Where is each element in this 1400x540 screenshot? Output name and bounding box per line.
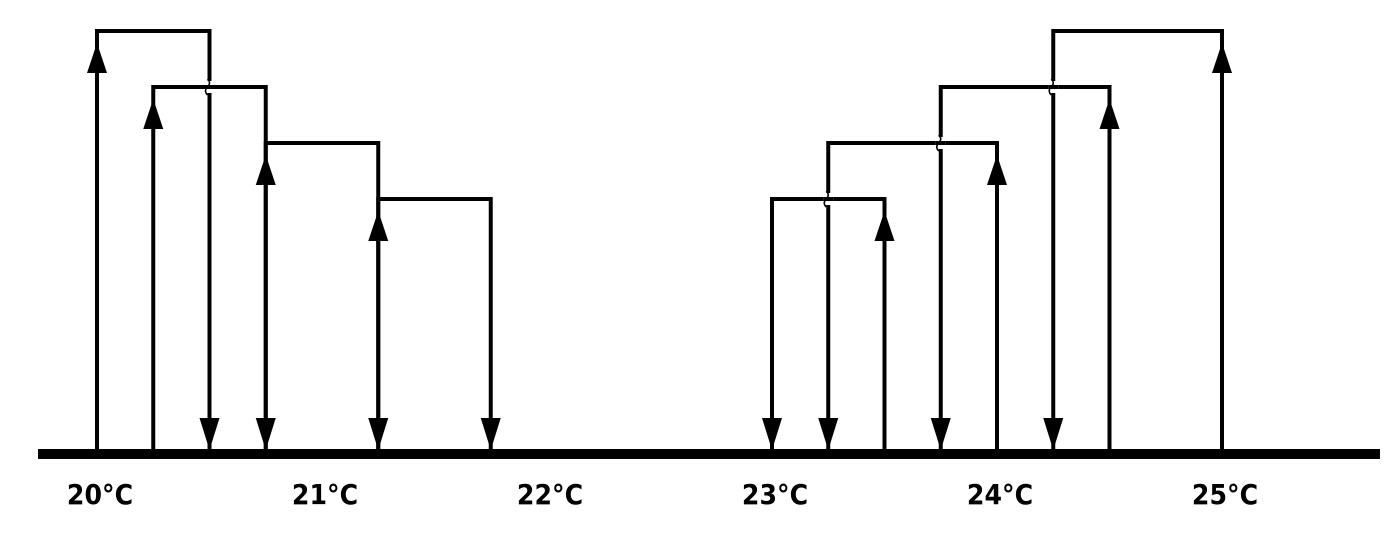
temperature-axis [38, 449, 1380, 459]
down-arrow-icon [930, 418, 951, 450]
loop-3 [255, 141, 389, 454]
loop-path [1051, 29, 1224, 454]
up-arrow-icon [1212, 43, 1232, 73]
up-arrow-icon [87, 43, 107, 73]
tick-label-21: 21°C [292, 478, 358, 511]
up-arrow-icon [368, 211, 389, 241]
tick-label-23: 23°C [742, 478, 808, 511]
loop-1 [87, 29, 220, 454]
crossing-hop [823, 190, 829, 208]
tick-label-24: 24°C [967, 478, 1033, 511]
loop-7 [930, 85, 1120, 454]
loop-path [263, 141, 381, 454]
crossing-mark [1048, 78, 1059, 96]
crossing-hop [936, 134, 942, 152]
crossing-mark [935, 134, 946, 152]
tick-labels: 20°C21°C22°C23°C24°C25°C26°C [67, 478, 1258, 511]
down-arrow-icon [818, 418, 839, 450]
down-arrow-icon [762, 418, 782, 450]
down-arrow-icon [1043, 418, 1064, 450]
down-arrow-icon [199, 418, 220, 450]
tick-label-20: 20°C [67, 478, 133, 511]
loop-8 [1043, 29, 1232, 454]
down-arrow-icon [480, 418, 501, 450]
loop-path [938, 85, 1112, 454]
loops-layer [87, 29, 1232, 454]
up-arrow-icon [987, 155, 1007, 185]
loop-path [95, 29, 212, 454]
up-arrow-icon [874, 211, 895, 241]
crossing-hop [1048, 78, 1054, 96]
loop-6 [818, 141, 1007, 454]
loop-path [376, 197, 493, 454]
tick-label-25: 25°C [1192, 478, 1258, 511]
tick-label-22: 22°C [517, 478, 583, 511]
loop-4 [368, 197, 501, 454]
loop-path [826, 141, 999, 454]
up-arrow-icon [255, 155, 276, 185]
crossing-mark [823, 190, 834, 208]
up-arrow-icon [1099, 99, 1120, 129]
crossing-mark [204, 78, 215, 96]
up-arrow-icon [143, 99, 164, 129]
crossing-hop [204, 78, 211, 96]
